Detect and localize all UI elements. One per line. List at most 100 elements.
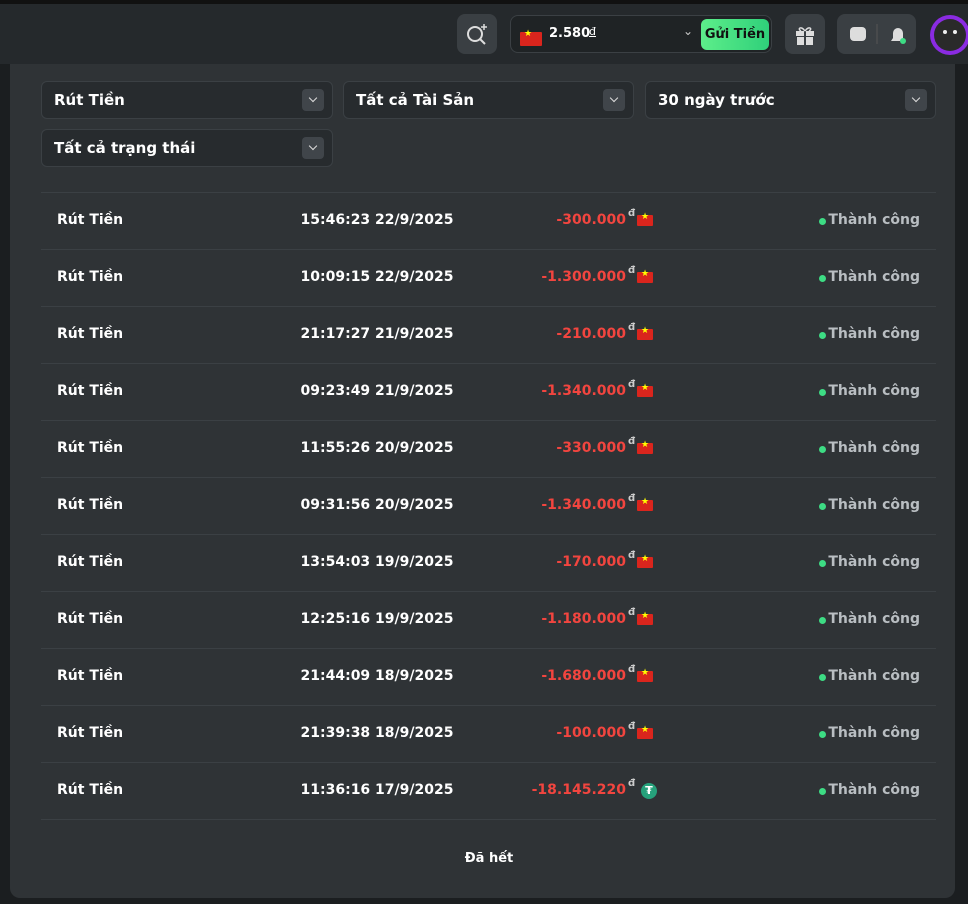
status-dot [819, 503, 826, 510]
status: Thành công [828, 440, 920, 456]
gift-button[interactable] [785, 14, 825, 54]
time: 10:09:15 22/9/2025 [300, 269, 454, 285]
vn-flag-icon [637, 269, 653, 283]
chat-notify-icons [850, 24, 906, 44]
vn-flag-icon [637, 554, 653, 568]
filter-dropdown[interactable]: Tất cả trạng thái [41, 129, 333, 167]
currency: đ [628, 607, 636, 618]
time: 09:23:49 21/9/2025 [300, 383, 454, 399]
usdt-icon: ₮ [641, 783, 657, 799]
status-dot [819, 275, 826, 282]
filter-dropdown[interactable]: Tất cả Tài Sản [343, 81, 634, 119]
vn-flag-icon [637, 383, 653, 397]
time: 11:36:16 17/9/2025 [300, 782, 454, 798]
currency: đ [628, 493, 636, 504]
time: 21:39:38 18/9/2025 [300, 725, 454, 741]
amount: -300.000 [556, 212, 626, 228]
status: Thành công [828, 212, 920, 228]
dropdown-chevron [302, 137, 324, 159]
status-dot [819, 674, 826, 681]
type: Rút Tiền [57, 440, 124, 456]
deposit-button[interactable]: Gửi Tiền [701, 19, 769, 50]
time: 13:54:03 19/9/2025 [300, 554, 454, 570]
amount: -210.000 [556, 326, 626, 342]
status-dot [819, 389, 826, 396]
bell-icon[interactable] [891, 28, 905, 41]
status: Thành công [828, 497, 920, 513]
vn-flag-icon [637, 440, 653, 454]
time: 21:17:27 21/9/2025 [300, 326, 454, 342]
chat-icon[interactable] [850, 27, 866, 41]
amount: -18.145.220 [531, 782, 626, 798]
status-dot [819, 617, 826, 624]
filter-label: Tất cả Tài Sản [356, 91, 475, 109]
filter-dropdown[interactable]: Rút Tiền [41, 81, 333, 119]
currency: đ [628, 208, 636, 219]
currency: đ [628, 379, 636, 390]
status-dot [819, 788, 826, 795]
table-bottom-border [41, 819, 936, 820]
vn-flag-icon [637, 212, 653, 226]
search-icon [467, 24, 487, 45]
gift-icon [796, 27, 814, 45]
filter-label: Rút Tiền [54, 91, 125, 109]
end-of-list: Đã hết [464, 851, 514, 866]
status: Thành công [828, 383, 920, 399]
notify-dot [900, 38, 906, 44]
amount: -1.180.000 [541, 611, 626, 627]
status-dot [819, 446, 826, 453]
amount: -1.680.000 [541, 668, 626, 684]
chevron: ⌄ [683, 24, 694, 38]
transaction-row[interactable]: Rút Tiền 11:36:16 17/9/2025 -18.145.220 đ ₮ T… [41, 762, 936, 819]
amount: -330.000 [556, 440, 626, 456]
status-dot [819, 332, 826, 339]
amount: -100.000 [556, 725, 626, 741]
search-button[interactable] [457, 14, 497, 54]
dropdown-chevron [905, 89, 927, 111]
currency: đ [628, 664, 636, 675]
time: 15:46:23 22/9/2025 [300, 212, 454, 228]
amount: -1.340.000 [541, 497, 626, 513]
currency: đ [628, 265, 636, 276]
status: Thành công [828, 269, 920, 285]
balance-box[interactable]: 2.580 đ ⌄ Gửi Tiền [510, 15, 772, 53]
type: Rút Tiền [57, 554, 124, 570]
status-dot [819, 218, 826, 225]
dropdown-chevron [603, 89, 625, 111]
time: 12:25:16 19/9/2025 [300, 611, 454, 627]
dropdown-chevron [302, 89, 324, 111]
vn-flag-icon [637, 611, 653, 625]
status: Thành công [828, 725, 920, 741]
filter-dropdown[interactable]: 30 ngày trước [645, 81, 936, 119]
currency: đ [628, 322, 636, 333]
avatar[interactable] [928, 14, 968, 58]
amount: -170.000 [556, 554, 626, 570]
vn-flag-icon [637, 725, 653, 739]
type: Rút Tiền [57, 668, 124, 684]
time: 21:44:09 18/9/2025 [300, 668, 454, 684]
status-dot [819, 560, 826, 567]
top-bar: 2.580 đ ⌄ Gửi Tiền [0, 0, 968, 64]
currency: đ [628, 550, 636, 561]
status: Thành công [828, 326, 920, 342]
currency: đ [628, 778, 636, 789]
time: 11:55:26 20/9/2025 [300, 440, 454, 456]
currency: đ [589, 25, 596, 38]
type: Rút Tiền [57, 611, 124, 627]
type: Rút Tiền [57, 497, 124, 513]
status-dot [819, 731, 826, 738]
status: Thành công [828, 554, 920, 570]
chat-notify-group [837, 14, 916, 54]
filter-label: 30 ngày trước [658, 91, 775, 109]
